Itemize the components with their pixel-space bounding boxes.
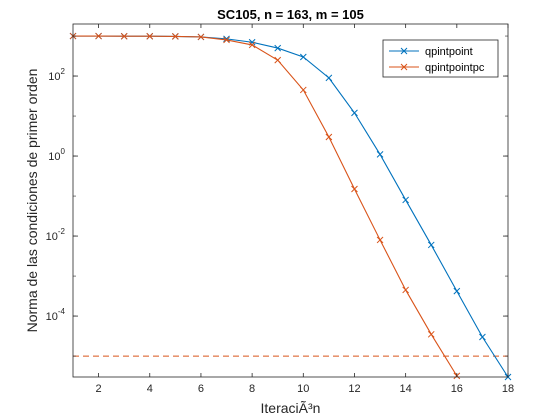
data-point-marker	[223, 36, 230, 44]
axes-box	[72, 23, 509, 378]
x-tick-label: 2	[96, 383, 102, 395]
x-tick-label: 18	[502, 383, 514, 395]
x-tick-label: 8	[249, 383, 255, 395]
chart-title: SC105, n = 163, m = 105	[217, 7, 364, 22]
data-point-marker	[376, 236, 384, 244]
x-tick-label: 6	[198, 383, 204, 395]
data-point-marker	[120, 32, 128, 40]
data-point-marker	[427, 241, 435, 249]
legend: qpintpoint qpintpointpc	[382, 39, 499, 78]
y-tick-label: 102	[48, 67, 65, 83]
data-point-marker	[351, 185, 358, 193]
x-tick-label: 16	[451, 383, 463, 395]
legend-label: qpintpoint	[425, 46, 473, 58]
series-line	[73, 35, 458, 377]
data-point-marker	[351, 109, 358, 117]
data-point-marker	[325, 133, 333, 141]
data-point-marker	[171, 33, 179, 40]
x-axis-label: IteraciÃ³n	[261, 400, 321, 416]
data-point-marker	[402, 196, 410, 204]
data-point-marker	[402, 286, 410, 294]
data-point-marker	[197, 33, 205, 41]
y-axis-label: Norma de las condiciones de primer orden	[24, 69, 40, 333]
series-layer	[69, 32, 512, 381]
data-point-marker	[299, 53, 307, 61]
data-point-marker	[274, 56, 282, 64]
legend-marker	[400, 63, 408, 71]
x-tick-label: 10	[297, 383, 309, 395]
data-point-marker	[376, 151, 384, 158]
axes-layer: 2 4 6 8 10 12 14 16 18 102 100 10-2 10-4	[46, 23, 514, 395]
legend-box	[382, 39, 499, 78]
data-point-marker	[299, 86, 307, 94]
data-point-marker	[146, 32, 154, 40]
data-point-marker	[274, 44, 282, 52]
y-tick-label: 10-4	[46, 307, 66, 323]
y-tick-label: 100	[48, 147, 65, 163]
x-tick-label: 12	[348, 383, 360, 395]
x-tick-label: 4	[147, 383, 153, 395]
plot-area	[73, 24, 508, 377]
data-point-marker	[95, 32, 102, 40]
data-point-marker	[479, 333, 486, 341]
y-tick-label: 10-2	[46, 227, 66, 243]
legend-label: qpintpointpc	[425, 62, 485, 74]
data-point-marker	[325, 74, 333, 82]
data-point-marker	[453, 287, 461, 295]
x-tick-label: 14	[400, 383, 412, 395]
series-qpintpointpc	[69, 32, 461, 380]
legend-marker	[400, 47, 408, 55]
data-point-marker	[248, 41, 256, 49]
data-point-marker	[427, 330, 435, 338]
